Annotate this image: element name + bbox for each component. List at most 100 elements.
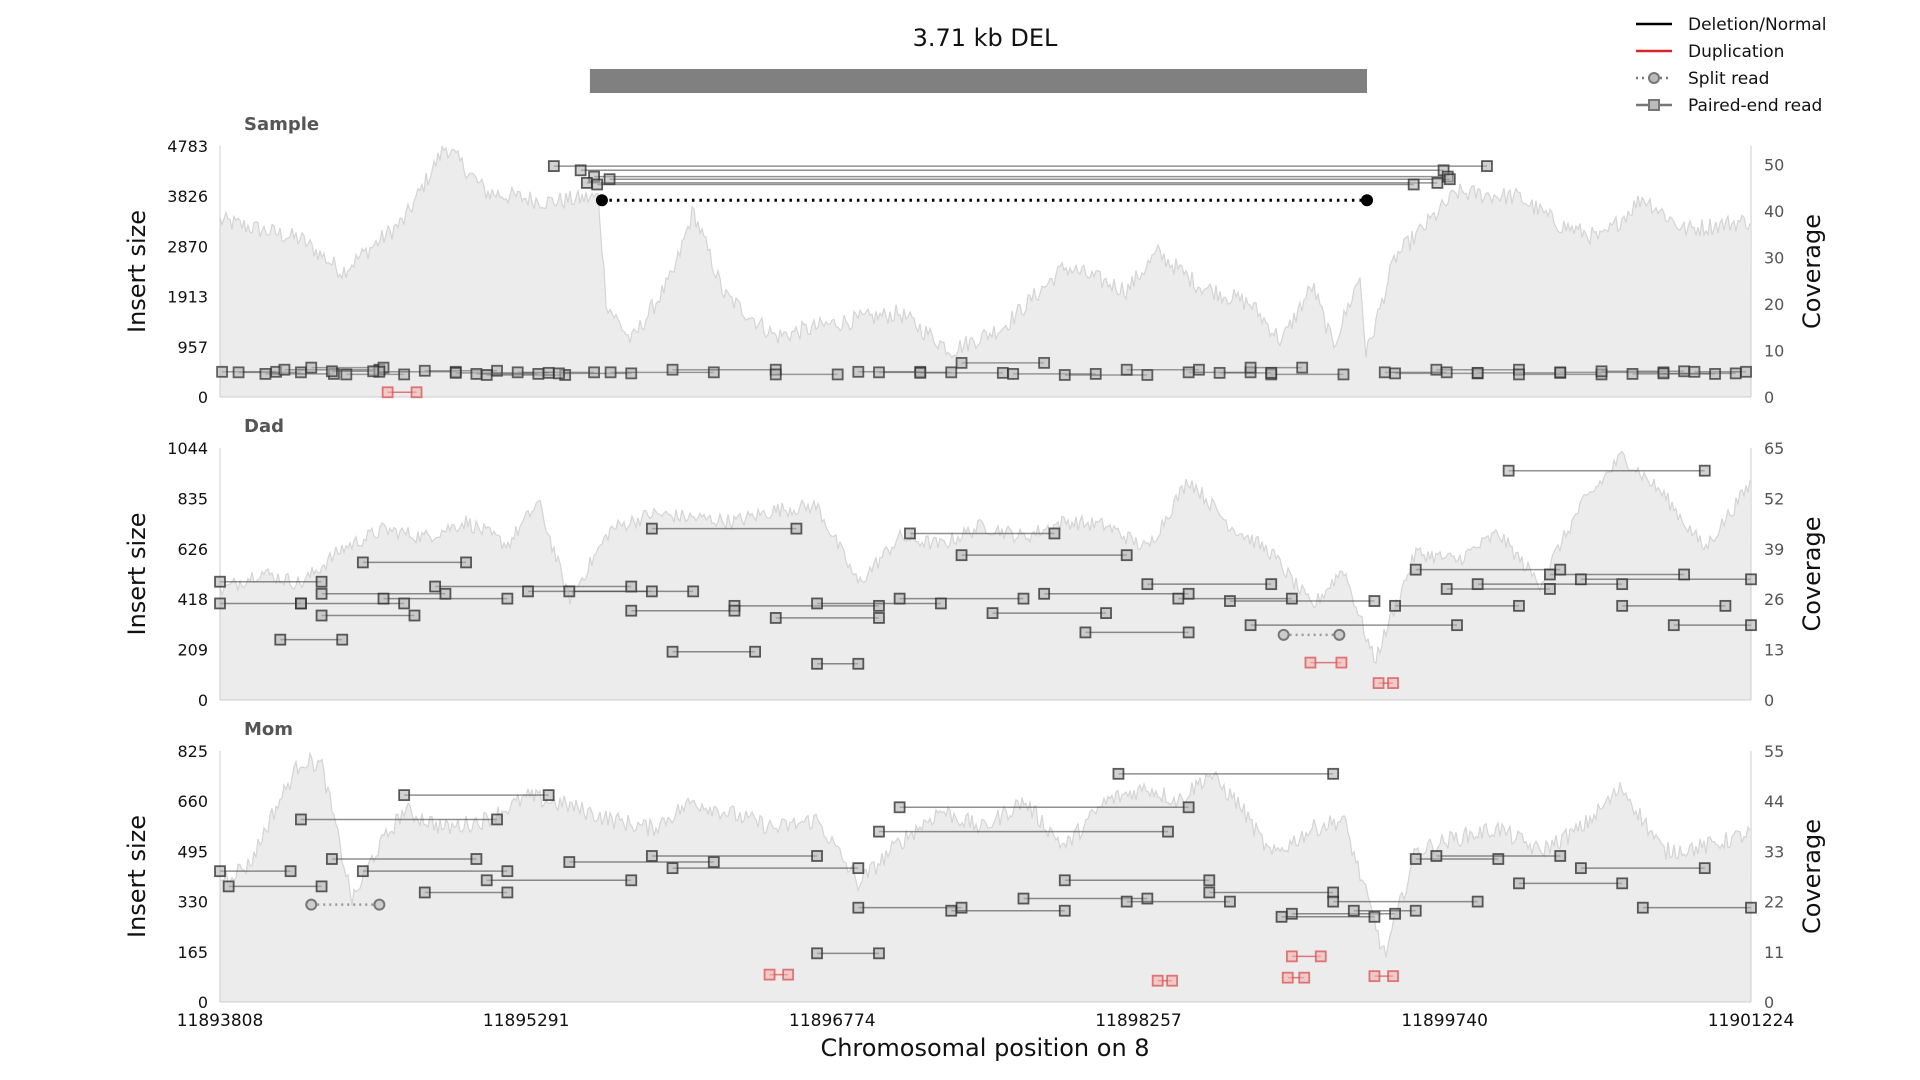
paired-end-read-marker [1285,592,1298,605]
paired-end-read [377,592,514,605]
paired-end-read-marker [1745,619,1757,632]
y2-axis-label: Coverage [1798,214,1826,329]
paired-end-read-marker [1443,173,1456,186]
variant-bar [589,69,1368,93]
paired-end-read-marker [1513,599,1525,612]
legend-label: Deletion/Normal [1688,15,1827,35]
paired-end-read-marker [1616,578,1629,591]
paired-end-read-marker [1389,599,1401,612]
paired-end-read-marker [852,365,865,378]
paired-end-read-marker [728,604,741,617]
y2-axis-label: Coverage [1798,517,1826,632]
paired-end-read-marker [491,813,503,826]
legend-item: Paired-end read [1636,96,1822,116]
paired-end-read-marker [1203,874,1216,887]
paired-end-read-marker [315,575,328,588]
paired-end-read-marker [1058,904,1071,917]
paired-end-read-marker [1513,368,1525,381]
x-tick-label: 11898257 [1095,1011,1182,1031]
paired-end-read [1007,368,1102,380]
paired-end-read-marker [1182,587,1195,600]
paired-end-read-marker [1182,626,1195,639]
paired-end-read-marker [945,904,958,917]
paired-end-read [1347,904,1422,917]
paired-end-read-marker [1636,901,1649,914]
paired-end-read-marker [1409,563,1422,576]
paired-end-read [1120,895,1236,908]
y2-tick-label: 11 [1764,943,1784,962]
paired-end-read-marker [588,366,600,379]
paired-end-read [1224,595,1381,607]
legend: Deletion/Normal Duplication Split read Pair… [1636,15,1827,116]
paired-end-read [591,178,1420,191]
paired-end-read-marker [340,368,353,381]
paired-end-read-marker [1678,568,1691,581]
paired-end-read [274,633,349,646]
y2-tick-label: 10 [1764,342,1784,361]
paired-end-read [873,825,1174,838]
paired-end-read-marker [367,365,380,378]
paired-end-read-marker [418,364,431,377]
paired-end-read-marker [315,609,328,622]
paired-end-read-marker [945,366,958,379]
paired-end-read [811,947,885,960]
paired-end-read [1430,850,1567,862]
duplication-read-marker [1151,974,1164,987]
coverage-area [220,753,1751,1002]
paired-end-read-marker [1745,901,1757,914]
paired-end-read-marker [1440,583,1453,595]
paired-end-read-marker [1745,573,1757,586]
paired-end-read [580,176,1444,189]
paired-end-read-marker [707,856,720,868]
paired-end-read [356,865,514,878]
paired-end-read-marker [1431,176,1444,189]
duplication-read-marker [1335,656,1348,669]
paired-end-read-marker [1213,366,1226,379]
paired-end-read-marker [955,356,968,369]
paired-end-read-marker [645,522,658,535]
paired-end-read-marker [1007,368,1020,380]
paired-end-read-marker [398,789,411,802]
duplication-read-marker [1285,950,1298,963]
paired-end-read-marker [480,874,493,887]
paired-end-read-marker [1513,877,1525,890]
paired-end-read [1213,366,1278,379]
paired-end-read-marker [1471,895,1484,908]
paired-end-read [1409,853,1505,865]
paired-end-read-marker [398,597,411,610]
legend-item: Duplication [1636,42,1784,62]
paired-end-read [1112,767,1340,780]
paired-end-read-marker [1698,862,1711,875]
paired-end-read-marker [1038,587,1051,600]
paired-end-read-marker [1141,369,1154,381]
chart-title-group: 3.71 kb DEL [589,24,1368,93]
paired-end-read-marker [1265,366,1278,379]
y2-tick-label: 26 [1764,590,1784,609]
y2-tick-label: 44 [1764,792,1784,811]
paired-end-read-marker [295,597,307,610]
paired-end-read [588,170,1454,183]
coverage-area [220,146,1751,397]
paired-end-read-marker [305,361,318,374]
x-tick-label: 11901224 [1708,1011,1795,1031]
duplication-read-marker [1298,971,1311,984]
paired-end-read-marker [1407,178,1420,191]
coverage-line [219,450,1751,664]
paired-end-read-marker [604,366,617,379]
split-read-marker [595,194,608,207]
paired-end-read-marker [852,901,865,914]
paired-end-read [470,368,545,380]
x-tick-label: 11899740 [1401,1011,1488,1031]
y2-tick-label: 13 [1764,641,1784,660]
y-tick-label: 957 [177,338,208,357]
paired-end-read [769,612,885,624]
paired-end-read-marker [1141,578,1154,591]
paired-end-read-marker [1120,895,1133,908]
paired-end-read-marker [439,587,452,600]
paired-end-read-marker [1554,850,1567,862]
duplication-read [1285,950,1327,963]
split-read [1277,628,1346,641]
paired-end-read-marker [1688,365,1701,378]
paired-end-read-marker [295,366,307,379]
paired-end-read-marker [1296,361,1309,374]
